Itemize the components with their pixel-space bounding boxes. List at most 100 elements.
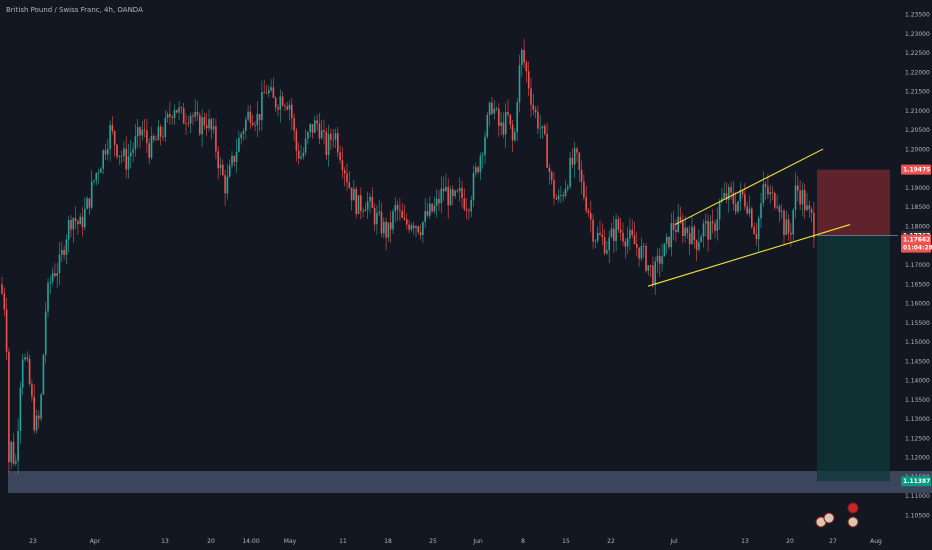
candle — [709, 215, 712, 240]
candle-body — [387, 222, 390, 238]
candle — [327, 124, 330, 167]
candle-body — [583, 181, 585, 198]
candle-body — [737, 201, 739, 212]
candle-body — [571, 157, 574, 165]
candle-body — [88, 198, 91, 208]
candle — [263, 79, 265, 94]
candle-body — [348, 182, 351, 188]
candle-body — [461, 187, 463, 199]
candle — [693, 224, 696, 249]
candle — [776, 194, 778, 210]
candle — [157, 119, 160, 141]
target-zone — [817, 235, 890, 482]
candle — [67, 216, 70, 253]
candle — [245, 116, 247, 139]
candle — [813, 202, 815, 248]
candle-body — [659, 255, 661, 264]
candle-body — [233, 155, 236, 163]
candle-body — [318, 123, 321, 139]
candle — [560, 185, 562, 203]
candle — [592, 213, 594, 249]
candle-body — [396, 204, 399, 210]
candle-body — [412, 225, 415, 229]
candle — [463, 188, 466, 212]
candle-body — [274, 97, 277, 108]
candle — [544, 123, 546, 136]
x-tick-label: 20 — [207, 538, 215, 545]
candle-body — [569, 157, 571, 187]
candle-body — [806, 205, 808, 211]
candle-body — [38, 415, 40, 419]
candle — [449, 185, 452, 207]
candle-body — [17, 430, 19, 461]
candle-body — [810, 209, 813, 213]
candle — [645, 243, 647, 274]
candle — [504, 103, 507, 148]
candle-body — [415, 226, 417, 229]
candle — [337, 127, 339, 158]
candle — [495, 106, 498, 112]
x-tick-label: 13 — [161, 538, 169, 545]
x-tick-label: May — [284, 538, 297, 545]
candle — [134, 123, 137, 157]
candle-body — [107, 148, 109, 155]
candle-body — [419, 232, 422, 235]
candle-body — [327, 133, 330, 155]
candle-body — [468, 210, 470, 212]
candle — [638, 247, 640, 267]
candle — [49, 275, 52, 295]
candle-body — [314, 120, 316, 133]
candle — [410, 223, 413, 232]
candle-body — [629, 229, 631, 239]
candle-body — [530, 88, 532, 105]
candle-body — [337, 133, 339, 153]
candle — [516, 98, 518, 141]
candle-body — [93, 180, 95, 182]
candle-body — [268, 90, 270, 94]
candle — [452, 185, 454, 205]
candle-body — [449, 189, 452, 206]
candle — [484, 131, 486, 164]
candle — [77, 219, 79, 235]
candle — [136, 118, 139, 148]
candle-body — [753, 227, 755, 235]
candle-body — [383, 221, 385, 234]
candle — [803, 183, 806, 219]
candle — [270, 79, 272, 93]
candle-body — [576, 148, 578, 153]
candle-body — [288, 104, 291, 110]
candle-body — [330, 133, 332, 140]
candle-body — [31, 384, 33, 397]
candle — [173, 104, 176, 125]
candle-body — [491, 102, 493, 114]
candle-body — [166, 114, 169, 118]
candle — [435, 189, 438, 218]
y-tick-label: 1.23500 — [905, 12, 930, 19]
candle-body — [355, 188, 357, 215]
price-tag-label: 1.17662 — [903, 237, 930, 244]
candle — [339, 145, 341, 164]
candle-body — [196, 111, 199, 116]
candle — [5, 297, 8, 360]
candle-body — [272, 87, 275, 98]
candle — [74, 206, 77, 230]
candle-body — [215, 126, 217, 152]
candle — [302, 147, 305, 160]
candle — [718, 198, 721, 230]
candle — [146, 118, 148, 154]
candle — [601, 223, 604, 246]
candle-body — [686, 227, 689, 234]
candle — [314, 116, 316, 134]
candle — [682, 213, 684, 244]
candle-body — [544, 125, 546, 134]
candle — [226, 164, 229, 200]
candle-body — [417, 226, 420, 233]
candle — [261, 80, 263, 131]
candle-body — [509, 114, 512, 125]
candle — [265, 84, 268, 95]
candle-body — [435, 198, 438, 206]
candle — [318, 112, 321, 145]
candle — [215, 118, 217, 160]
candle — [806, 192, 808, 212]
